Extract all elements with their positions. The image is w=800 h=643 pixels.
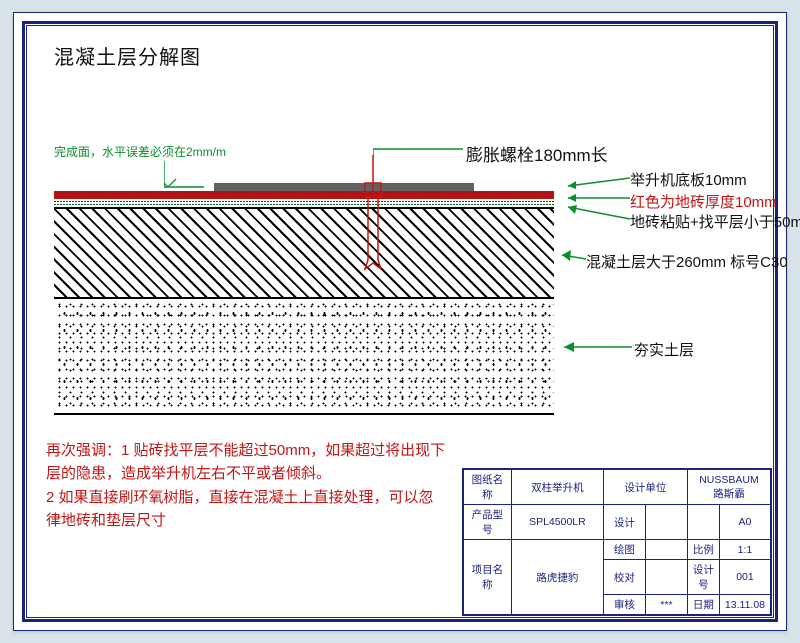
tb-cell: 001	[719, 560, 770, 595]
leader-adhesive	[556, 205, 636, 223]
leader-lift-base	[556, 176, 636, 190]
tb-cell: 双柱举升机	[511, 470, 603, 505]
layer-adhesive	[54, 199, 554, 207]
tb-row-1: 图纸名称 双柱举升机 设计单位 NUSSBAUM 路斯霸	[463, 470, 770, 505]
tb-cell: 13.11.08	[719, 595, 770, 615]
tb-cell: 设计	[603, 505, 645, 540]
label-tile: 红色为地砖厚度10mm	[630, 191, 777, 212]
tb-cell: 日期	[687, 595, 719, 615]
tb-cell: 设计单位	[603, 470, 687, 505]
tb-cell	[645, 540, 687, 560]
tb-cell: 产品型号	[463, 505, 511, 540]
diagram-title: 混凝土层分解图	[54, 41, 201, 70]
tb-cell: 绘图	[603, 540, 645, 560]
layer-tile	[54, 191, 554, 199]
leader-tile	[556, 193, 636, 203]
layer-soil	[54, 299, 554, 415]
leader-concrete	[556, 249, 590, 265]
tb-cell: SPL4500LR	[511, 505, 603, 540]
label-lift-base: 举升机底板10mm	[630, 169, 747, 190]
cross-section	[54, 183, 554, 423]
tb-cell: ***	[645, 595, 687, 615]
drawing-card: 混凝土层分解图 完成面，水平误差必须在2mm/m 膨胀螺栓180mm长 举升机	[13, 12, 787, 631]
finish-surface-note: 完成面，水平误差必须在2mm/m	[54, 143, 226, 160]
tb-row-3: 项目名称 路虎捷豹 绘图 比例 1:1	[463, 540, 770, 560]
label-concrete: 混凝土层大于260mm 标号C30	[586, 251, 788, 272]
tb-cell: 比例	[687, 540, 719, 560]
label-bolt: 膨胀螺栓180mm长	[466, 141, 608, 166]
tb-row-2: 产品型号 SPL4500LR 设计 A0	[463, 505, 770, 540]
tb-cell: 路虎捷豹	[511, 540, 603, 615]
emphasis-note: 再次强调：1 贴砖找平层不能超过50mm，如果超过将出现下层的隐患，造成举升机左…	[46, 439, 446, 532]
tb-cell	[645, 505, 687, 540]
tb-cell	[645, 560, 687, 595]
leader-soil	[556, 339, 636, 355]
tb-cell: 项目名称	[463, 540, 511, 615]
tb-cell: NUSSBAUM 路斯霸	[687, 470, 770, 505]
tb-cell: 图纸名称	[463, 470, 511, 505]
tb-cell: 设计号	[687, 560, 719, 595]
tb-cell: 1:1	[719, 540, 770, 560]
tb-cell: 审核	[603, 595, 645, 615]
tb-cell: A0	[719, 505, 770, 540]
label-soil: 夯实土层	[634, 339, 694, 360]
tb-cell	[687, 505, 719, 540]
tb-cell: 校对	[603, 560, 645, 595]
layer-concrete	[54, 207, 554, 299]
title-block: 图纸名称 双柱举升机 设计单位 NUSSBAUM 路斯霸 产品型号 SPL450…	[462, 468, 772, 616]
leader-bolt	[373, 135, 473, 185]
label-adhesive: 地砖粘贴+找平层小于50mm	[630, 211, 800, 232]
